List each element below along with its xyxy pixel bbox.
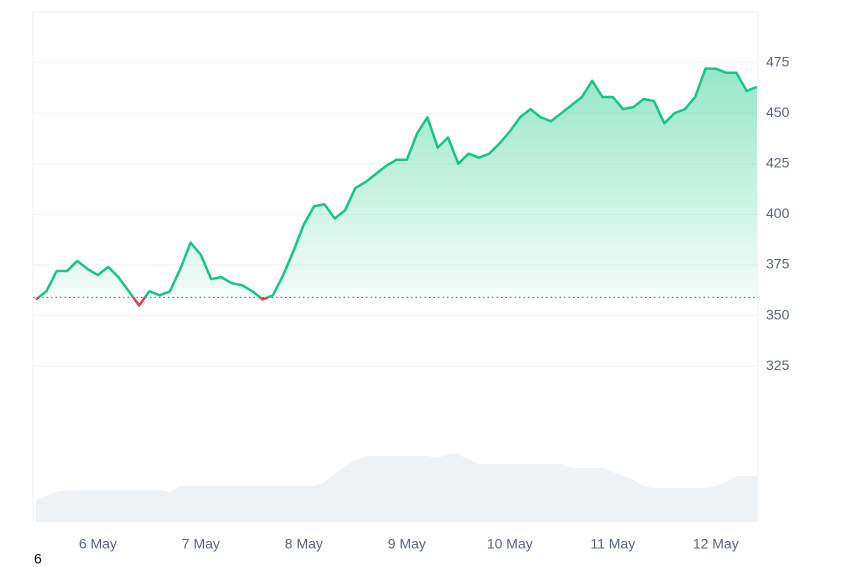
footer-text: 6 xyxy=(34,551,42,567)
x-tick-label: 7 May xyxy=(182,536,220,552)
x-tick-label: 11 May xyxy=(590,536,635,552)
x-tick-label: 9 May xyxy=(388,536,426,552)
x-tick-label: 10 May xyxy=(487,536,533,552)
y-tick-label: 425 xyxy=(766,154,790,170)
x-tick-label: 12 May xyxy=(693,536,739,552)
volume-area xyxy=(36,454,757,522)
y-tick-label: 475 xyxy=(766,53,790,69)
y-tick-label: 400 xyxy=(766,205,790,221)
x-tick-label: 8 May xyxy=(285,536,323,552)
y-tick-label: 350 xyxy=(766,306,790,322)
x-tick-label: 6 May xyxy=(79,536,117,552)
price-area xyxy=(36,68,757,298)
y-tick-label: 375 xyxy=(766,256,790,272)
y-tick-label: 325 xyxy=(766,357,790,373)
price-line xyxy=(35,67,758,307)
y-tick-label: 450 xyxy=(766,104,790,120)
